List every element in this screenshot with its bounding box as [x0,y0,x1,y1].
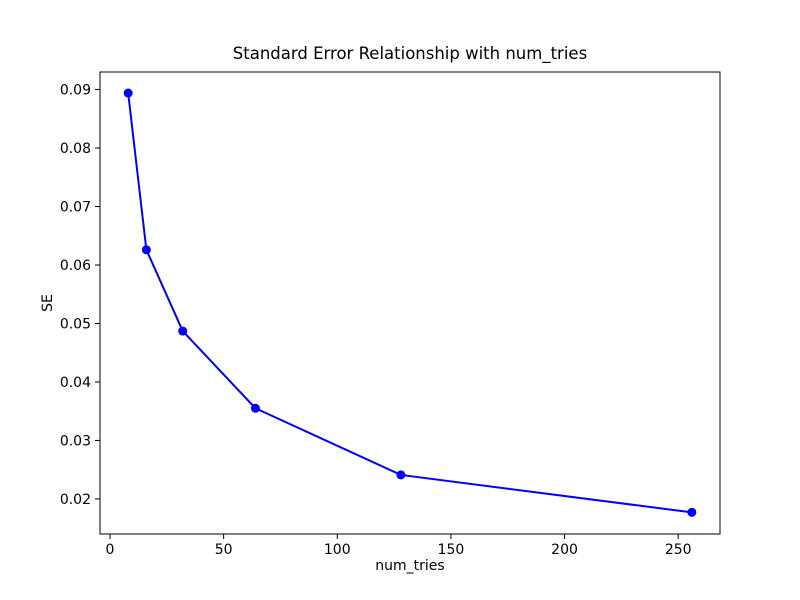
y-tick-label: 0.07 [60,200,91,216]
chart-title: Standard Error Relationship with num_tri… [232,44,588,63]
x-tick-label: 200 [551,542,578,558]
x-tick-label: 0 [106,542,115,558]
y-tick-label: 0.05 [60,316,91,332]
data-point [687,507,697,517]
data-point [123,88,133,98]
y-tick-label: 0.02 [60,492,91,508]
y-tick-label: 0.08 [60,141,91,157]
data-point [178,326,188,336]
x-axis-label: num_tries [375,558,445,574]
y-tick-label: 0.09 [60,83,91,99]
axes-frame [99,71,721,535]
x-tick-label: 100 [324,542,351,558]
data-line [127,92,693,514]
y-axis-label: SE [40,294,56,312]
data-point [250,403,260,413]
x-tick-label: 50 [215,542,233,558]
y-tick-label: 0.06 [60,258,91,274]
x-tick-label: 250 [665,542,692,558]
data-point [396,470,406,480]
x-tick-label: 150 [438,542,465,558]
data-point [141,245,151,255]
y-tick-label: 0.03 [60,433,91,449]
y-tick-label: 0.04 [60,375,91,391]
